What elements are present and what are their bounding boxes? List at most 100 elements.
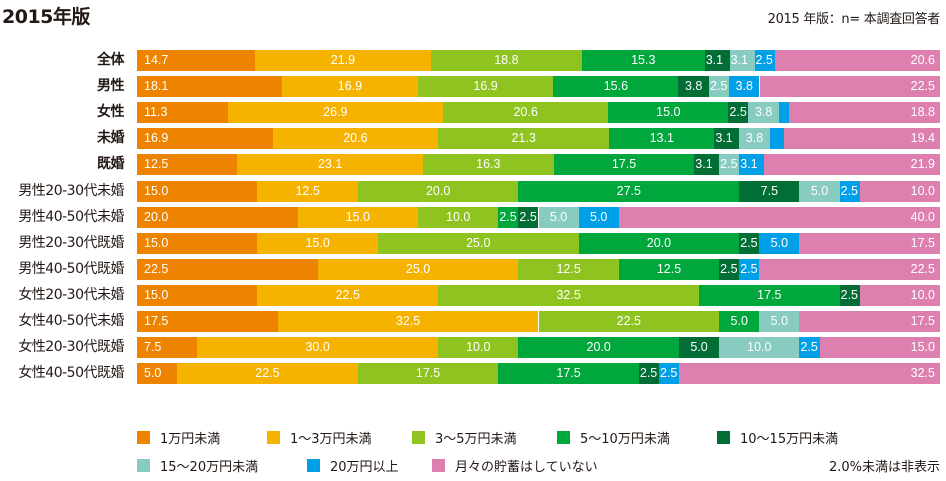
data-label: 13.1: [649, 131, 674, 146]
data-label: 10.0: [446, 209, 471, 224]
bar-segment: 10.0: [418, 206, 499, 228]
bar-segment: 22.5: [257, 284, 439, 306]
data-label: 12.5: [144, 157, 169, 172]
bar-row: 15.0 22.5 32.5 17.5 2.5 10.0: [137, 284, 940, 306]
data-label: 23.1: [317, 157, 343, 172]
bar-segment: 2.5: [739, 258, 760, 280]
category-label: 男性20-30代既婚: [18, 234, 124, 251]
data-label: 2.5: [720, 157, 738, 172]
bar-segment: 21.3: [438, 128, 610, 150]
data-label: 22.5: [144, 261, 169, 276]
data-label: 22.5: [910, 79, 935, 94]
bar-segment: 30.0: [197, 337, 439, 359]
data-label: 3.8: [685, 79, 703, 94]
bar-segment: 3.1: [729, 50, 755, 71]
bar-segment: 17.5: [799, 232, 940, 254]
legend-label: 5～10万円未満: [580, 432, 670, 447]
data-label: 10.0: [747, 340, 772, 355]
bar-row: 16.9 20.6 21.3 13.1 3.1 3.8 19.4: [137, 128, 940, 150]
bar-segment: 17.5: [137, 311, 278, 332]
bar-segment: 27.5: [518, 180, 740, 202]
data-label: 5.0: [549, 209, 568, 224]
bar-segment: 20.0: [578, 232, 740, 254]
bar-segment: 5.0: [679, 337, 720, 359]
bar-segment: 22.5: [759, 258, 940, 280]
data-label: 3.1: [715, 131, 733, 146]
legend-swatch: [557, 431, 570, 444]
bar-segment: 16.9: [282, 76, 418, 98]
legend-item: 3～5万円未満: [412, 428, 517, 447]
legend-label: 15～20万円未満: [160, 460, 259, 475]
legend-item: 1万円未満: [137, 428, 220, 447]
data-label: 40.0: [910, 209, 935, 224]
legend-item: 15～20万円未満: [137, 456, 258, 475]
bar-segment: 20.6: [272, 128, 439, 150]
data-label: 20.0: [586, 340, 611, 355]
bar-segment: 2.5: [719, 258, 740, 280]
legend-item: 20万円以上: [307, 456, 399, 475]
legend-label: 3～5万円未満: [435, 432, 517, 447]
data-label: 20.6: [513, 105, 538, 120]
legend-item: 月々の貯蓄はしていない: [432, 456, 598, 475]
bar-segment: 5.0: [799, 180, 840, 202]
bar-row: 22.5 25.0 12.5 12.5 2.5 2.5 22.5: [137, 258, 940, 280]
bar-segment: 3.8: [729, 76, 760, 98]
bar-segment: 25.0: [377, 232, 579, 254]
data-label: 18.8: [494, 53, 519, 67]
data-label: 25.0: [466, 235, 491, 250]
bar-segment: 18.1: [137, 76, 283, 98]
bar-segment: 12.5: [518, 258, 619, 280]
data-label: 2.5: [840, 287, 859, 302]
bar-row: 20.0 15.0 10.0 2.5 2.5 5.0 5.0 40.0: [137, 206, 940, 228]
data-label: 27.5: [616, 183, 641, 198]
category-label: 女性40-50代未婚: [18, 313, 124, 329]
bar-row: 7.5 30.0 10.0 20.0 5.0 10.0 2.5 15.0: [137, 337, 940, 359]
data-label: 17.5: [757, 287, 782, 302]
bar-segment: 17.5: [799, 311, 940, 332]
data-label: 3.1: [740, 157, 758, 172]
bar-row: 11.3 26.9 20.6 15.0 2.5 3.8 18.8: [137, 102, 940, 124]
legend-label: 1～3万円未満: [290, 432, 372, 447]
data-label: 11.3: [144, 105, 168, 120]
bar-segment: 5.0: [137, 363, 178, 385]
bar-segment: 15.0: [297, 206, 419, 228]
data-label: 10.0: [466, 340, 491, 355]
bar-segment: 2.5: [754, 50, 775, 71]
chart-legend: 1万円未満 1～3万円未満 3～5万円未満 5～10万円未満 10～15万円未満 15～2…: [137, 428, 937, 478]
bar-row: 18.1 16.9 16.9 15.6 3.8 2.5 3.8 22.5: [137, 76, 940, 98]
legend-label: 月々の貯蓄はしていない: [455, 460, 598, 475]
legend-swatch: [137, 431, 150, 444]
data-label: 18.8: [910, 105, 935, 120]
bar-segment: 12.5: [137, 154, 238, 176]
data-label: 5.0: [770, 314, 789, 328]
bar-segment: 7.5: [739, 180, 800, 202]
data-label: 32.5: [395, 314, 421, 328]
category-label: 既婚: [97, 156, 125, 173]
data-label: 32.5: [556, 287, 581, 302]
bar-segment: 5.0: [759, 311, 800, 332]
bar-segment: 26.9: [227, 102, 444, 124]
bar-row: 12.5 23.1 16.3 17.5 3.1 2.5 3.1 21.9: [137, 154, 940, 176]
stacked-bar-chart: 全体 14.7 21.9 18.8 15.3 3.1 3.1 2.5 20.6 男性 18.1 16.…: [18, 50, 940, 385]
data-label: 20.0: [144, 209, 169, 224]
data-label: 2.5: [755, 53, 773, 67]
data-label: 7.5: [760, 183, 779, 198]
bar-segment: 2.5: [708, 76, 729, 98]
bar-segment: 3.8: [748, 102, 779, 124]
chart-title: 2015年版: [2, 6, 90, 28]
bar-segment: 15.6: [553, 76, 679, 98]
data-label: 2.5: [740, 235, 758, 250]
bar-segment: 2.5: [719, 154, 740, 176]
bar-segment: 17.5: [553, 154, 695, 176]
data-label: 2.5: [639, 366, 658, 381]
bar-segment: 2.5: [498, 206, 519, 228]
legend-swatch: [137, 459, 150, 472]
bar-segment: 5.0: [538, 206, 579, 228]
bar-segment: [769, 128, 785, 150]
bar-segment: 15.0: [137, 232, 258, 254]
legend-label: 1万円未満: [160, 432, 221, 447]
data-label: 16.9: [473, 79, 498, 94]
data-label: 5.0: [690, 340, 708, 355]
bar-segment: 3.1: [704, 50, 730, 71]
bar-segment: 32.5: [277, 311, 539, 332]
